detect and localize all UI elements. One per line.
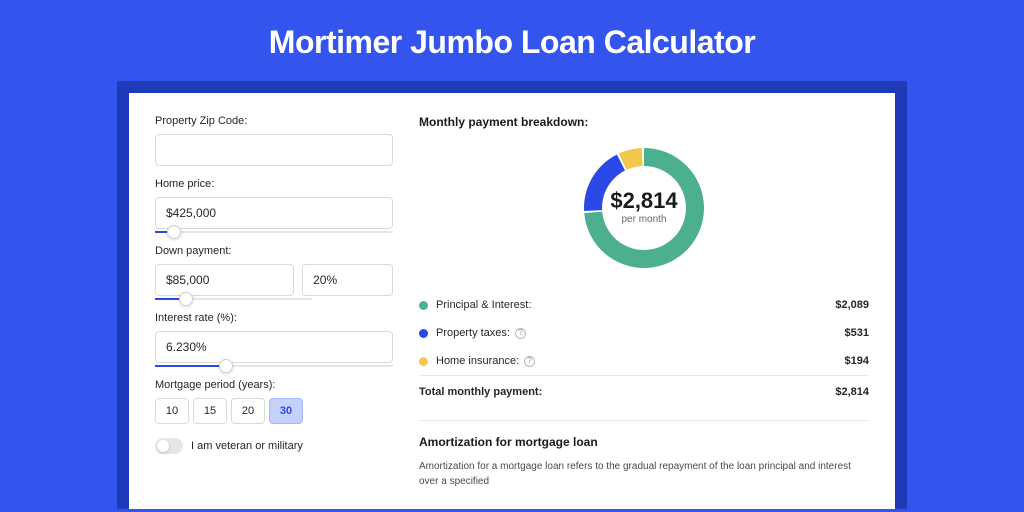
legend-dot-icon xyxy=(419,329,428,338)
slider-handle[interactable] xyxy=(167,225,181,239)
interest-rate-field: Interest rate (%): xyxy=(155,312,393,367)
veteran-label: I am veteran or military xyxy=(191,440,303,452)
home-price-input[interactable] xyxy=(155,197,393,229)
slider-handle[interactable] xyxy=(219,359,233,373)
calculator-band: Property Zip Code: Home price: Down paym… xyxy=(117,81,907,509)
home-price-slider[interactable] xyxy=(155,231,393,233)
home-price-label: Home price: xyxy=(155,178,393,190)
legend-row: Property taxes:?$531 xyxy=(419,319,869,347)
legend-row: Home insurance:?$194 xyxy=(419,347,869,375)
mortgage-period-field: Mortgage period (years): 10152030 xyxy=(155,379,393,424)
amortization-section: Amortization for mortgage loan Amortizat… xyxy=(419,420,869,489)
legend-label: Principal & Interest: xyxy=(436,299,835,311)
info-icon[interactable]: ? xyxy=(515,328,526,339)
mortgage-period-label: Mortgage period (years): xyxy=(155,379,393,391)
interest-rate-label: Interest rate (%): xyxy=(155,312,393,324)
toggle-knob xyxy=(157,440,169,452)
amortization-text: Amortization for a mortgage loan refers … xyxy=(419,459,869,489)
period-option-10[interactable]: 10 xyxy=(155,398,189,424)
zip-input[interactable] xyxy=(155,134,393,166)
mortgage-period-options: 10152030 xyxy=(155,398,393,424)
calculator-card: Property Zip Code: Home price: Down paym… xyxy=(129,93,895,509)
donut-chart-wrap: $2,814 per month xyxy=(419,143,869,273)
down-payment-amount-input[interactable] xyxy=(155,264,294,296)
down-payment-pct-input[interactable] xyxy=(302,264,393,296)
legend-dot-icon xyxy=(419,357,428,366)
period-option-15[interactable]: 15 xyxy=(193,398,227,424)
period-option-30[interactable]: 30 xyxy=(269,398,303,424)
slider-handle[interactable] xyxy=(179,292,193,306)
legend: Principal & Interest:$2,089Property taxe… xyxy=(419,291,869,375)
legend-label: Property taxes:? xyxy=(436,327,845,339)
info-icon[interactable]: ? xyxy=(524,356,535,367)
period-option-20[interactable]: 20 xyxy=(231,398,265,424)
breakdown-title: Monthly payment breakdown: xyxy=(419,115,869,129)
legend-row: Principal & Interest:$2,089 xyxy=(419,291,869,319)
donut-chart: $2,814 per month xyxy=(579,143,709,273)
interest-rate-input[interactable] xyxy=(155,331,393,363)
legend-value: $194 xyxy=(845,355,869,367)
zip-field: Property Zip Code: xyxy=(155,115,393,166)
total-row: Total monthly payment: $2,814 xyxy=(419,375,869,406)
legend-value: $531 xyxy=(845,327,869,339)
down-payment-label: Down payment: xyxy=(155,245,393,257)
home-price-field: Home price: xyxy=(155,178,393,233)
donut-center-amount: $2,814 xyxy=(610,188,678,213)
page-title: Mortimer Jumbo Loan Calculator xyxy=(0,0,1024,81)
total-value: $2,814 xyxy=(835,386,869,398)
total-label: Total monthly payment: xyxy=(419,386,835,398)
legend-dot-icon xyxy=(419,301,428,310)
donut-center-label: per month xyxy=(621,214,666,225)
legend-label: Home insurance:? xyxy=(436,355,845,367)
inputs-column: Property Zip Code: Home price: Down paym… xyxy=(155,115,393,489)
veteran-toggle-row: I am veteran or military xyxy=(155,438,393,454)
amortization-title: Amortization for mortgage loan xyxy=(419,435,869,449)
interest-rate-slider[interactable] xyxy=(155,365,393,367)
veteran-toggle[interactable] xyxy=(155,438,183,454)
legend-value: $2,089 xyxy=(835,299,869,311)
down-payment-field: Down payment: xyxy=(155,245,393,300)
breakdown-column: Monthly payment breakdown: $2,814 per mo… xyxy=(419,115,869,489)
down-payment-slider[interactable] xyxy=(155,298,312,300)
zip-label: Property Zip Code: xyxy=(155,115,393,127)
